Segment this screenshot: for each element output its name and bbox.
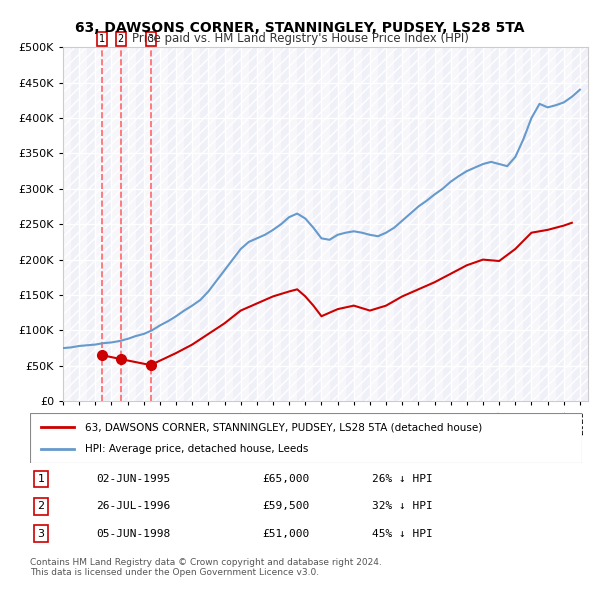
Text: 63, DAWSONS CORNER, STANNINGLEY, PUDSEY, LS28 5TA: 63, DAWSONS CORNER, STANNINGLEY, PUDSEY,… — [75, 21, 525, 35]
Bar — [112, 47, 119, 401]
Text: 32% ↓ HPI: 32% ↓ HPI — [372, 502, 433, 512]
FancyBboxPatch shape — [30, 413, 582, 463]
Bar — [338, 47, 346, 401]
Bar — [499, 47, 507, 401]
Bar — [548, 47, 556, 401]
Text: This data is licensed under the Open Government Licence v3.0.: This data is licensed under the Open Gov… — [30, 568, 319, 576]
Bar — [532, 47, 539, 401]
Bar — [402, 47, 410, 401]
Bar — [241, 47, 249, 401]
Text: Contains HM Land Registry data © Crown copyright and database right 2024.: Contains HM Land Registry data © Crown c… — [30, 558, 382, 566]
Text: £51,000: £51,000 — [262, 529, 309, 539]
Bar — [467, 47, 475, 401]
Text: 45% ↓ HPI: 45% ↓ HPI — [372, 529, 433, 539]
Text: 2: 2 — [118, 34, 124, 44]
Text: 02-JUN-1995: 02-JUN-1995 — [96, 474, 170, 484]
Bar — [515, 47, 523, 401]
Text: 3: 3 — [38, 529, 44, 539]
Bar — [305, 47, 313, 401]
Text: 1: 1 — [38, 474, 44, 484]
Text: 26% ↓ HPI: 26% ↓ HPI — [372, 474, 433, 484]
Bar — [370, 47, 378, 401]
Text: 2: 2 — [37, 502, 44, 512]
Text: 26-JUL-1996: 26-JUL-1996 — [96, 502, 170, 512]
Text: £65,000: £65,000 — [262, 474, 309, 484]
Bar — [386, 47, 394, 401]
Text: 05-JUN-1998: 05-JUN-1998 — [96, 529, 170, 539]
Text: 63, DAWSONS CORNER, STANNINGLEY, PUDSEY, LS28 5TA (detached house): 63, DAWSONS CORNER, STANNINGLEY, PUDSEY,… — [85, 422, 482, 432]
Text: HPI: Average price, detached house, Leeds: HPI: Average price, detached house, Leed… — [85, 444, 308, 454]
Bar — [79, 47, 87, 401]
Bar — [273, 47, 281, 401]
Bar — [63, 47, 71, 401]
Bar — [434, 47, 443, 401]
Bar — [144, 47, 152, 401]
Bar — [418, 47, 427, 401]
Bar — [192, 47, 200, 401]
Bar — [257, 47, 265, 401]
Bar — [322, 47, 329, 401]
Bar — [564, 47, 572, 401]
Text: £59,500: £59,500 — [262, 502, 309, 512]
Bar — [354, 47, 362, 401]
Bar — [451, 47, 459, 401]
Bar — [160, 47, 168, 401]
Bar — [128, 47, 136, 401]
Text: 3: 3 — [148, 34, 154, 44]
Bar — [176, 47, 184, 401]
Text: Price paid vs. HM Land Registry's House Price Index (HPI): Price paid vs. HM Land Registry's House … — [131, 32, 469, 45]
Bar — [95, 47, 103, 401]
Bar — [224, 47, 233, 401]
Bar — [289, 47, 297, 401]
Bar — [208, 47, 217, 401]
Bar — [483, 47, 491, 401]
Text: 1: 1 — [99, 34, 105, 44]
